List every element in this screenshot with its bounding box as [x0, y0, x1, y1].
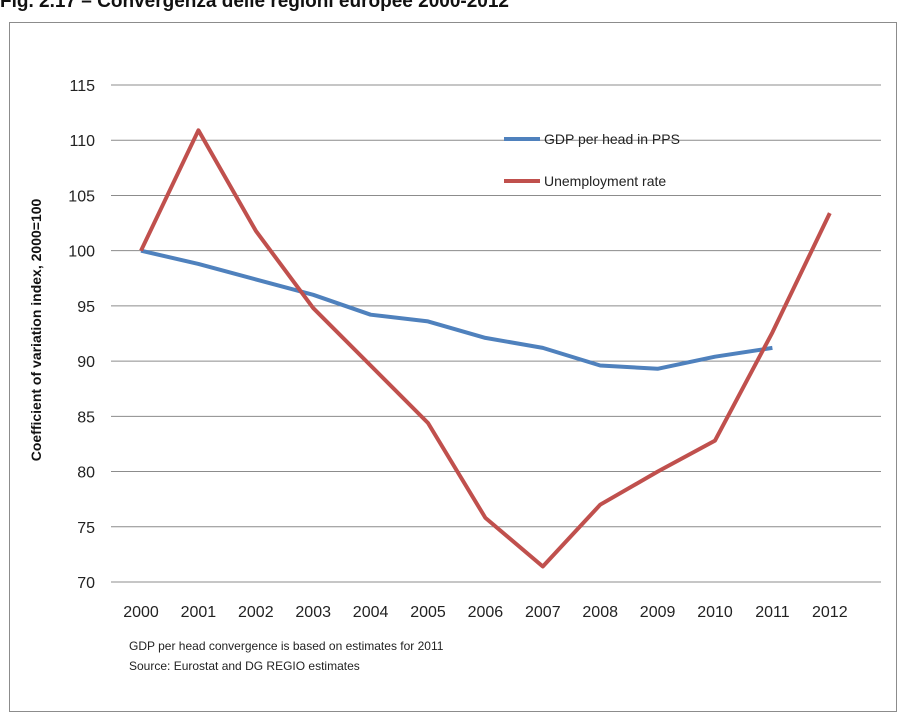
x-tick-label: 2002 — [238, 604, 274, 621]
y-tick-label: 90 — [77, 354, 95, 371]
y-tick-label: 105 — [68, 188, 95, 205]
y-tick-label: 110 — [69, 133, 95, 150]
y-tick-label: 85 — [77, 409, 95, 426]
series-line-gdp-per-head — [141, 251, 772, 369]
x-tick-label: 2003 — [295, 604, 331, 621]
x-tick-label: 2005 — [410, 604, 446, 621]
x-tick-label: 2000 — [123, 604, 159, 621]
y-tick-label: 70 — [77, 575, 95, 592]
chart-notes: GDP per head convergence is based on est… — [129, 639, 444, 673]
legend-label: GDP per head in PPS — [544, 131, 680, 147]
legend: GDP per head in PPS Unemployment rate — [504, 131, 680, 189]
series-group — [139, 128, 832, 568]
y-axis-label: Coefficient of variation index, 2000=100 — [28, 198, 44, 461]
x-axis-ticks: 2000 2001 2002 2003 2004 2005 2006 2007 2008 2009… — [123, 604, 847, 621]
y-tick-label: 80 — [77, 465, 95, 482]
x-tick-label: 2001 — [181, 604, 217, 621]
y-axis-ticks: 70 75 80 85 90 95 100 105 110 115 — [68, 78, 95, 592]
y-tick-label: 115 — [69, 78, 95, 95]
y-tick-label: 75 — [77, 520, 95, 537]
chart-note: Source: Eurostat and DG REGIO estimates — [129, 659, 360, 673]
x-tick-label: 2004 — [353, 604, 389, 621]
legend-label: Unemployment rate — [544, 173, 666, 189]
grid-lines — [111, 85, 881, 527]
x-tick-label: 2010 — [697, 604, 733, 621]
y-tick-label: 100 — [68, 244, 95, 261]
x-tick-label: 2011 — [755, 604, 790, 621]
x-tick-label: 2008 — [582, 604, 618, 621]
y-tick-label: 95 — [77, 299, 95, 316]
x-tick-label: 2012 — [812, 604, 848, 621]
chart-note: GDP per head convergence is based on est… — [129, 639, 444, 653]
x-tick-label: 2006 — [468, 604, 504, 621]
x-tick-label: 2009 — [640, 604, 676, 621]
x-tick-label: 2007 — [525, 604, 561, 621]
